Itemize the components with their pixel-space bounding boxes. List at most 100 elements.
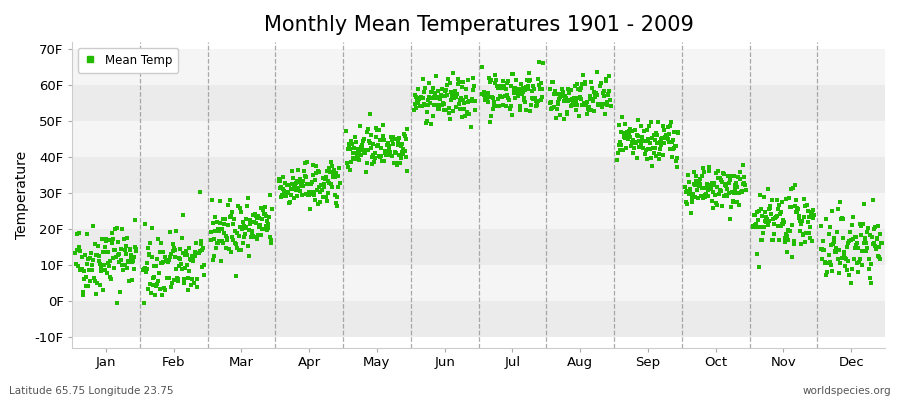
Point: [770, 196, 784, 203]
Point: [680, 188, 694, 194]
Point: [414, 103, 428, 109]
Point: [826, 240, 841, 247]
Point: [285, 174, 300, 181]
Point: [750, 251, 764, 257]
Point: [219, 233, 233, 239]
Point: [409, 94, 423, 101]
Point: [600, 99, 615, 105]
Point: [439, 87, 454, 93]
Point: [81, 282, 95, 289]
Point: [652, 150, 666, 157]
Point: [516, 85, 530, 91]
Point: [591, 102, 606, 108]
Point: [840, 244, 854, 250]
Point: [658, 134, 672, 140]
Point: [474, 64, 489, 70]
Point: [393, 142, 408, 149]
Point: [365, 141, 380, 148]
Point: [264, 240, 278, 246]
Point: [238, 224, 252, 231]
Point: [736, 180, 751, 187]
Point: [117, 236, 131, 242]
Point: [310, 187, 324, 194]
Point: [531, 76, 545, 83]
Point: [423, 88, 437, 95]
Point: [209, 245, 223, 251]
Point: [295, 192, 310, 198]
Point: [398, 132, 412, 139]
Point: [122, 278, 136, 284]
Point: [568, 83, 582, 90]
Point: [451, 81, 465, 88]
Point: [833, 260, 848, 266]
Point: [368, 155, 382, 161]
Point: [328, 192, 342, 198]
Point: [92, 258, 106, 264]
Point: [755, 236, 770, 243]
Point: [781, 237, 796, 244]
Point: [503, 106, 517, 112]
Point: [665, 154, 680, 160]
Point: [580, 99, 594, 106]
Point: [478, 92, 492, 99]
Point: [688, 194, 702, 200]
Point: [686, 191, 700, 197]
Point: [509, 77, 524, 84]
Point: [274, 192, 289, 198]
Point: [319, 194, 333, 200]
Point: [805, 238, 819, 244]
Point: [369, 125, 383, 132]
Point: [437, 92, 452, 99]
Point: [788, 182, 803, 188]
Point: [580, 106, 595, 112]
Point: [303, 191, 318, 197]
Point: [697, 168, 711, 175]
Point: [598, 76, 613, 82]
Point: [837, 252, 851, 258]
Point: [234, 209, 248, 216]
Point: [861, 256, 876, 262]
Point: [356, 146, 370, 153]
Point: [277, 188, 292, 194]
Point: [850, 240, 865, 246]
Point: [255, 226, 269, 232]
Point: [161, 257, 176, 264]
Point: [789, 208, 804, 215]
Point: [360, 129, 374, 136]
Point: [374, 154, 388, 160]
Point: [732, 202, 746, 208]
Point: [364, 145, 378, 151]
Point: [210, 219, 224, 226]
Point: [171, 276, 185, 282]
Point: [515, 91, 529, 97]
Point: [725, 197, 740, 204]
Point: [182, 268, 196, 274]
Point: [464, 98, 478, 104]
Point: [612, 122, 626, 128]
Point: [294, 182, 309, 188]
Point: [772, 237, 787, 243]
Point: [574, 85, 589, 91]
Point: [447, 88, 462, 94]
Point: [731, 190, 745, 197]
Point: [777, 218, 791, 225]
Point: [663, 146, 678, 152]
Point: [274, 184, 289, 190]
Point: [128, 217, 142, 223]
Point: [254, 232, 268, 238]
Point: [558, 93, 572, 99]
Point: [494, 82, 508, 89]
Point: [420, 101, 435, 108]
Point: [172, 255, 186, 261]
Point: [629, 155, 643, 161]
Point: [578, 79, 592, 86]
Point: [642, 123, 656, 129]
Point: [88, 278, 103, 284]
Point: [237, 234, 251, 240]
Point: [256, 226, 270, 233]
Point: [570, 102, 584, 108]
Point: [90, 252, 104, 258]
Point: [86, 267, 100, 274]
Point: [214, 226, 229, 232]
Point: [392, 139, 406, 146]
